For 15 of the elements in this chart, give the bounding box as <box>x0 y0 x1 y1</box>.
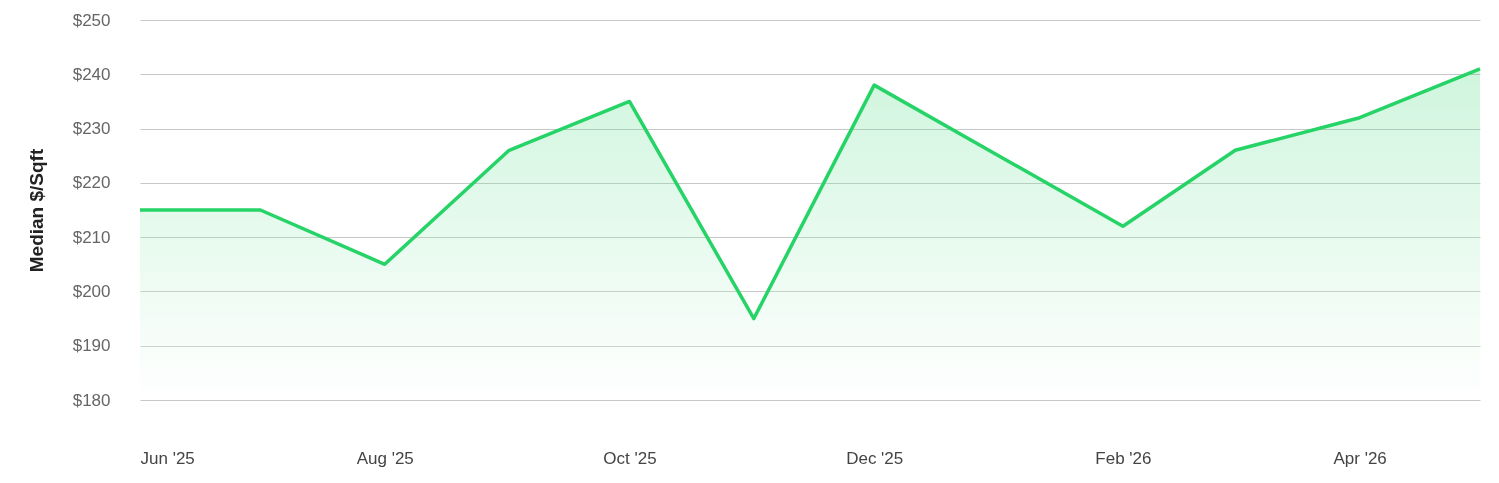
y-axis-title: Median $/Sqft <box>25 148 47 273</box>
x-tick-label: Aug '25 <box>356 448 414 468</box>
y-tick-label: $190 <box>72 336 111 356</box>
y-tick-label: $250 <box>72 10 111 30</box>
x-tick-label: Feb '26 <box>1095 448 1152 468</box>
x-tick-label: Oct '25 <box>603 448 657 468</box>
y-tick-label: $230 <box>72 119 111 139</box>
y-tick-label: $210 <box>72 227 111 247</box>
y-tick-label: $240 <box>72 64 111 84</box>
x-tick-label: Apr '26 <box>1333 448 1387 468</box>
y-tick-label: $180 <box>72 390 111 410</box>
y-tick-label: $220 <box>72 173 111 193</box>
y-tick-label: $200 <box>72 281 111 301</box>
x-tick-label: Dec '25 <box>846 448 904 468</box>
x-tick-label: Jun '25 <box>140 448 195 468</box>
